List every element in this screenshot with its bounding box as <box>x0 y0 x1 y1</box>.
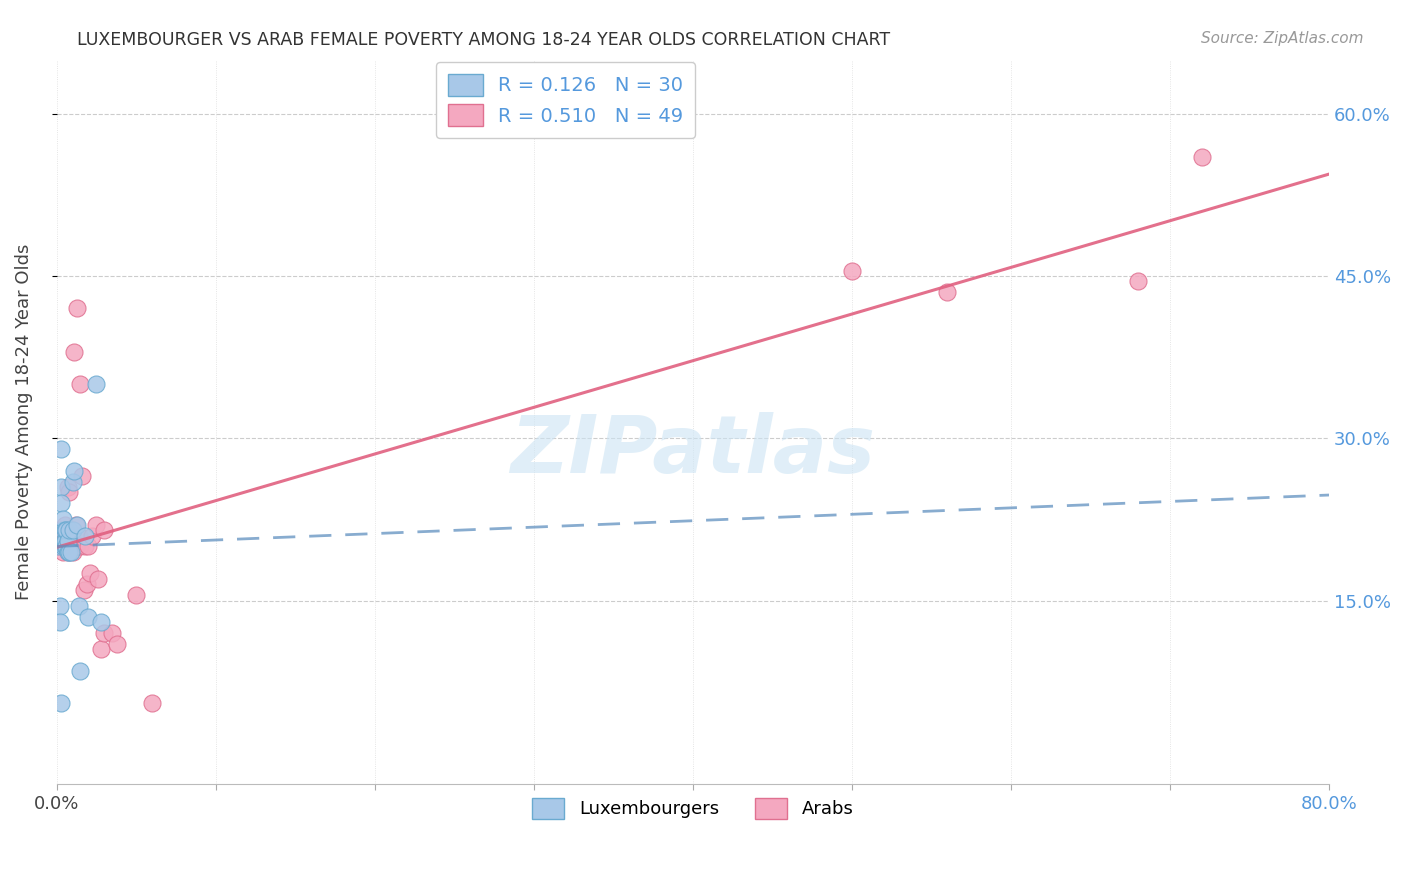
Point <box>58 545 80 559</box>
Point <box>65 517 87 532</box>
Point <box>66 517 89 532</box>
Point <box>90 642 112 657</box>
Point <box>62 523 84 537</box>
Point <box>936 285 959 300</box>
Point <box>55 523 77 537</box>
Point <box>69 664 91 678</box>
Point <box>49 523 72 537</box>
Point <box>53 517 76 532</box>
Point <box>77 609 100 624</box>
Point <box>69 540 91 554</box>
Point <box>58 485 80 500</box>
Point <box>56 534 79 549</box>
Point <box>77 540 100 554</box>
Point <box>56 545 79 559</box>
Point <box>90 615 112 629</box>
Legend: Luxembourgers, Arabs: Luxembourgers, Arabs <box>524 791 860 826</box>
Point <box>46 540 69 554</box>
Point <box>141 696 163 710</box>
Point <box>51 696 73 710</box>
Point <box>86 517 108 532</box>
Point <box>51 540 73 554</box>
Point <box>51 480 73 494</box>
Point <box>55 528 77 542</box>
Point <box>65 540 87 554</box>
Point <box>66 301 89 316</box>
Point <box>105 637 128 651</box>
Point <box>51 496 73 510</box>
Point <box>51 442 73 456</box>
Point <box>52 545 75 559</box>
Point <box>63 344 86 359</box>
Point <box>56 545 79 559</box>
Point <box>67 528 90 542</box>
Point <box>101 626 124 640</box>
Point <box>1126 274 1149 288</box>
Point <box>52 540 75 554</box>
Point <box>53 528 76 542</box>
Point <box>52 528 75 542</box>
Point <box>87 572 110 586</box>
Point <box>62 545 84 559</box>
Point <box>72 582 94 597</box>
Point <box>93 626 115 640</box>
Text: LUXEMBOURGER VS ARAB FEMALE POVERTY AMONG 18-24 YEAR OLDS CORRELATION CHART: LUXEMBOURGER VS ARAB FEMALE POVERTY AMON… <box>77 31 890 49</box>
Point <box>80 528 103 542</box>
Point <box>49 599 72 613</box>
Point <box>63 540 86 554</box>
Y-axis label: Female Poverty Among 18-24 Year Olds: Female Poverty Among 18-24 Year Olds <box>15 244 32 600</box>
Point <box>52 523 75 537</box>
Point <box>1191 150 1213 164</box>
Point <box>75 540 97 554</box>
Text: ZIPatlas: ZIPatlas <box>510 412 876 490</box>
Point <box>76 577 98 591</box>
Text: Source: ZipAtlas.com: Source: ZipAtlas.com <box>1201 31 1364 46</box>
Point <box>56 480 79 494</box>
Point <box>53 540 76 554</box>
Point <box>67 599 90 613</box>
Point <box>125 588 148 602</box>
Point <box>69 377 91 392</box>
Point <box>86 377 108 392</box>
Point <box>46 540 69 554</box>
Point <box>55 540 77 554</box>
Point <box>51 523 73 537</box>
Point <box>55 540 77 554</box>
Point <box>79 566 101 581</box>
Point <box>841 263 863 277</box>
Point <box>63 464 86 478</box>
Point <box>58 540 80 554</box>
Point <box>53 523 76 537</box>
Point <box>62 523 84 537</box>
Point <box>53 540 76 554</box>
Point <box>52 512 75 526</box>
Point <box>59 540 82 554</box>
Point <box>58 523 80 537</box>
Point <box>93 523 115 537</box>
Point <box>59 545 82 559</box>
Point <box>62 475 84 489</box>
Point <box>53 534 76 549</box>
Point <box>66 540 89 554</box>
Point <box>70 469 93 483</box>
Point <box>49 615 72 629</box>
Point <box>75 528 97 542</box>
Point <box>58 528 80 542</box>
Point <box>49 540 72 554</box>
